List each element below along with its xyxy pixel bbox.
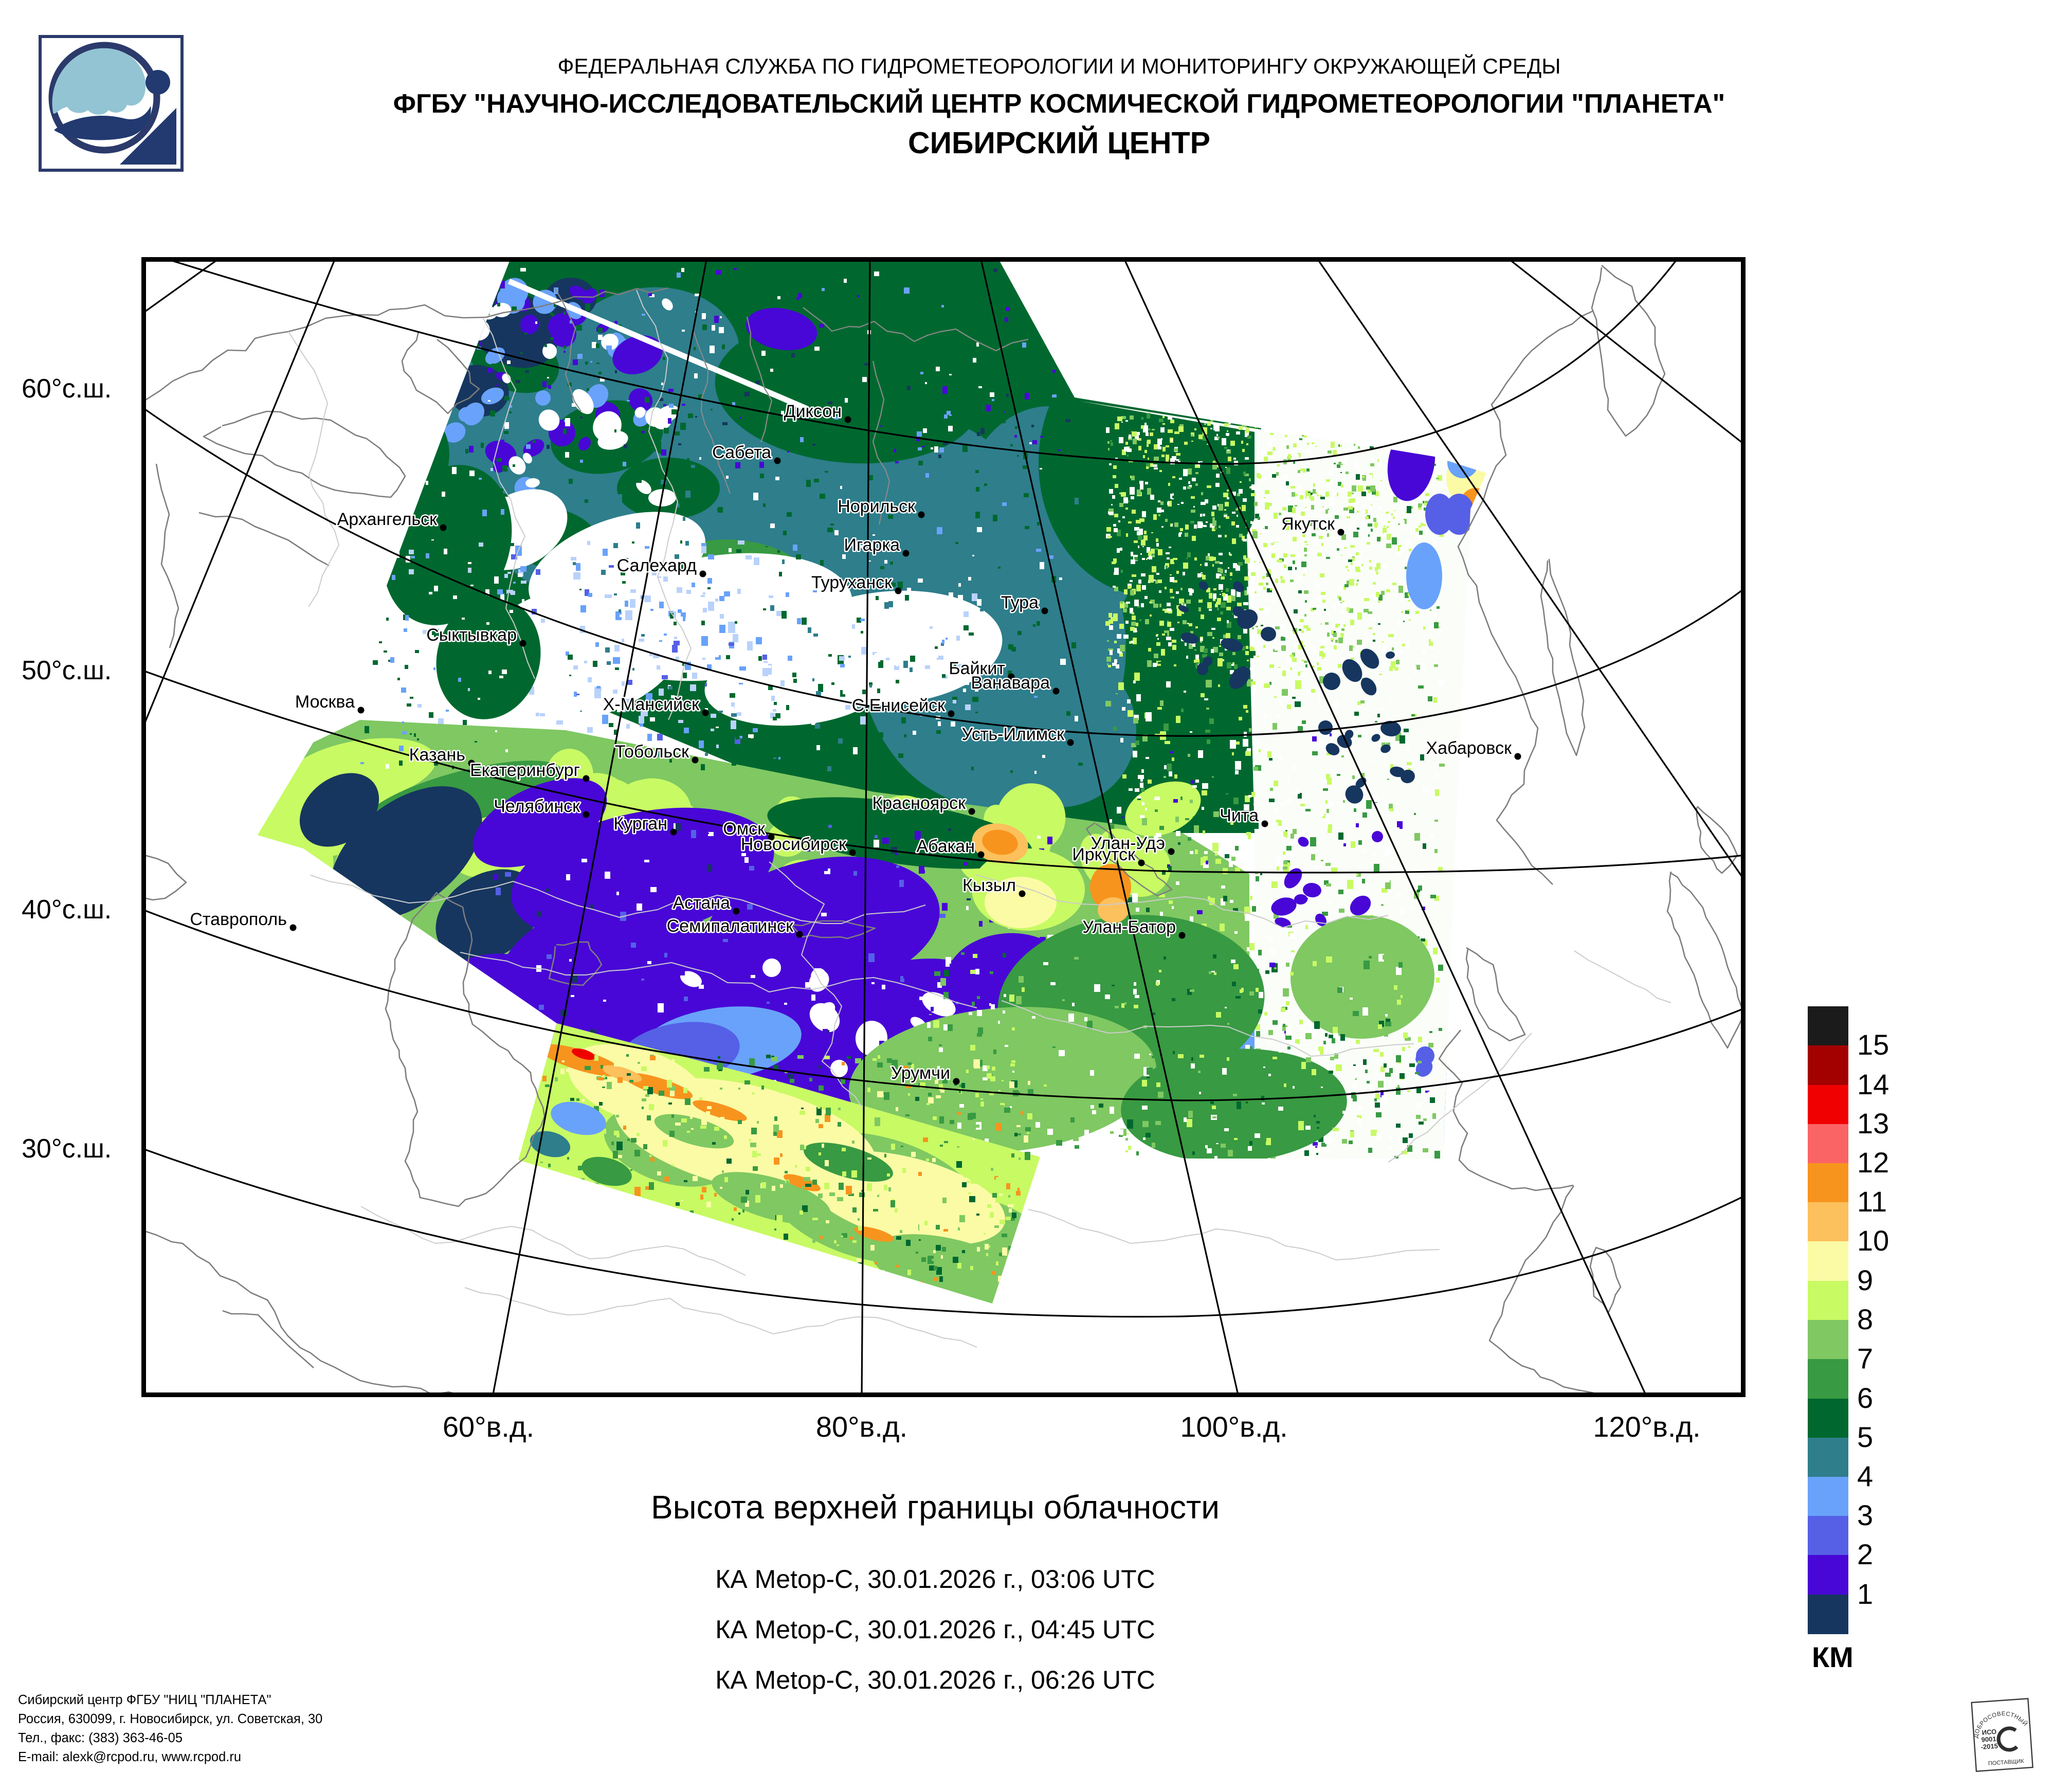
svg-text:Сыктывкар: Сыктывкар <box>426 625 517 645</box>
svg-text:Екатеринбург: Екатеринбург <box>470 761 580 780</box>
svg-text:Тура: Тура <box>1001 593 1039 612</box>
svg-text:Семипалатинск: Семипалатинск <box>667 916 794 936</box>
svg-text:Новосибирск: Новосибирск <box>741 835 847 854</box>
svg-text:Челябинск: Челябинск <box>494 797 580 816</box>
svg-text:Омск: Омск <box>723 819 766 839</box>
svg-text:Абакан: Абакан <box>916 837 975 856</box>
svg-text:Ванавара: Ванавара <box>971 673 1050 693</box>
svg-text:Москва: Москва <box>295 692 355 712</box>
svg-text:Улан-Удэ: Улан-Удэ <box>1090 834 1165 853</box>
svg-text:Хабаровск: Хабаровск <box>1426 738 1512 758</box>
svg-text:Архангельск: Архангельск <box>337 510 438 529</box>
svg-text:Якутск: Якутск <box>1281 514 1335 534</box>
svg-text:Игарка: Игарка <box>844 535 900 555</box>
svg-text:С.Енисейск: С.Енисейск <box>852 696 946 715</box>
svg-text:Х-Мансийск: Х-Мансийск <box>603 695 700 714</box>
svg-text:Усть-Илимск: Усть-Илимск <box>962 725 1065 744</box>
svg-text:ИСО: ИСО <box>1982 1728 1997 1736</box>
svg-text:Курган: Курган <box>613 814 667 834</box>
svg-text:Казань: Казань <box>409 745 465 765</box>
svg-text:Ставрополь: Ставрополь <box>190 910 287 929</box>
svg-text:Салехард: Салехард <box>617 556 697 575</box>
svg-text:ПОСТАВЩИК: ПОСТАВЩИК <box>1988 1758 2025 1767</box>
svg-text:Улан-Батор: Улан-Батор <box>1082 917 1176 937</box>
svg-text:Байкит: Байкит <box>949 659 1005 678</box>
svg-text:-2015: -2015 <box>1980 1742 1998 1751</box>
svg-text:Красноярск: Красноярск <box>872 793 966 813</box>
svg-text:Чита: Чита <box>1220 806 1259 825</box>
svg-text:Тобольск: Тобольск <box>615 742 689 762</box>
svg-text:Диксон: Диксон <box>784 402 842 421</box>
svg-text:Туруханск: Туруханск <box>811 573 893 592</box>
svg-text:Сабета: Сабета <box>712 443 771 462</box>
svg-text:Кызыл: Кызыл <box>962 876 1016 895</box>
svg-text:Урумчи: Урумчи <box>891 1063 950 1083</box>
svg-text:9001: 9001 <box>1981 1735 1996 1744</box>
svg-text:Астана: Астана <box>673 893 731 913</box>
svg-text:Норильск: Норильск <box>838 497 916 516</box>
svg-text:Иркутск: Иркутск <box>1072 845 1136 864</box>
